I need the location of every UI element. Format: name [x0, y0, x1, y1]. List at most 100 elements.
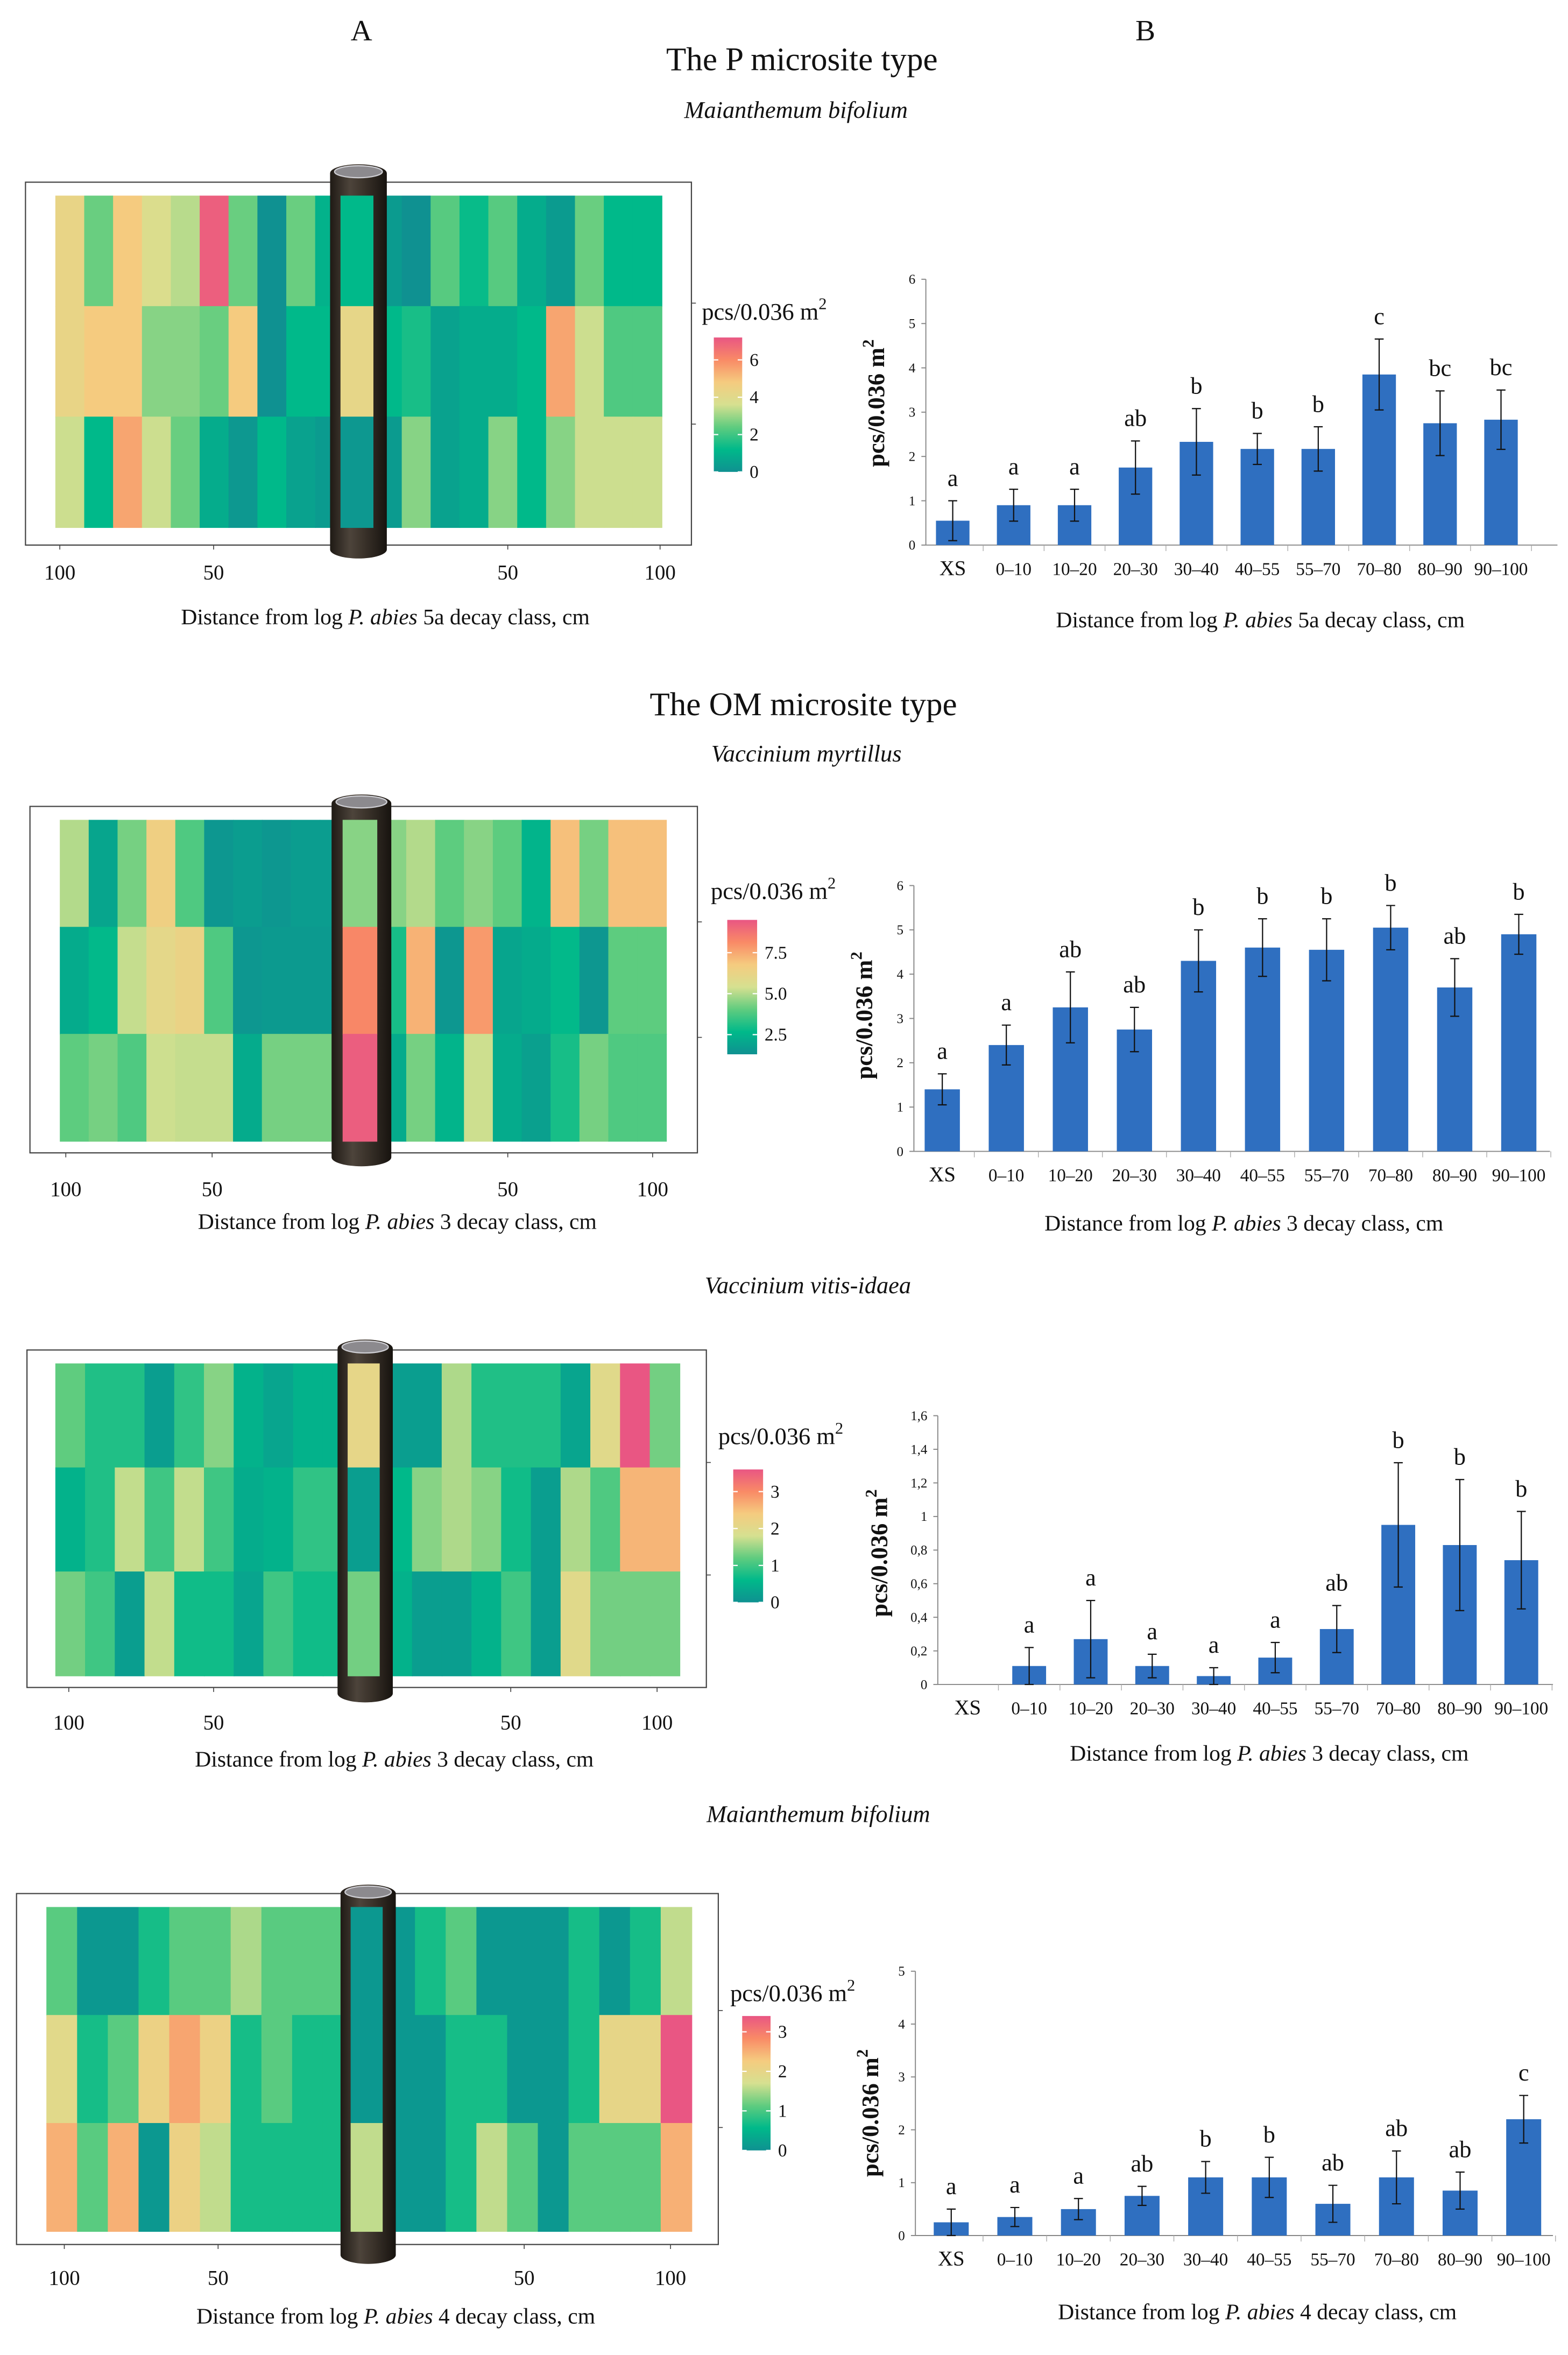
legend-title-sup: 2 — [847, 1976, 855, 1994]
y-axis-label: pcs/0.036 m2 — [859, 340, 889, 467]
heatmap-cell — [234, 1467, 264, 1573]
legend-tick-label: 3 — [771, 1482, 780, 1502]
heatmap-cell — [590, 1571, 621, 1676]
heatmap-cell-log — [348, 1363, 380, 1469]
heatmap-cell — [144, 1467, 175, 1573]
heatmap-cell — [169, 2123, 201, 2232]
x-tick-label: 50 — [497, 561, 518, 584]
legend-tick-label: 2 — [778, 2062, 787, 2082]
significance-letter: b — [1252, 397, 1263, 424]
x-tick-label: 100 — [637, 1178, 668, 1201]
bar — [1373, 927, 1409, 1152]
heatmap-cell — [230, 1907, 263, 2016]
heatmap-cell — [200, 417, 230, 528]
heatmap-cell-log — [342, 820, 378, 928]
y-axis-label-text: pcs/0.036 m — [851, 960, 878, 1080]
xlabel-prefix: Distance from log — [196, 2304, 364, 2329]
xlabel-species: P. abies — [1237, 1741, 1306, 1766]
heatmap-cell — [146, 927, 176, 1035]
heatmap-cell — [262, 820, 292, 928]
x-tick-label: 50 — [514, 2267, 535, 2290]
heatmap-cell — [560, 1571, 591, 1676]
heatmap-cell — [262, 1034, 292, 1142]
heatmap-cell — [476, 1907, 508, 2016]
y-axis-label: pcs/0.036 m2 — [862, 1489, 892, 1617]
heatmap-cell-log — [350, 2015, 383, 2124]
heatmap-cell — [204, 1363, 235, 1469]
heatmap-cell — [115, 1363, 145, 1469]
heatmap-cell — [204, 1467, 235, 1573]
category-label: 30–40 — [1176, 1166, 1221, 1186]
category-label: 40–55 — [1235, 559, 1280, 579]
legend-colorbar — [733, 1469, 764, 1603]
x-axis-label: Distance from log P. abies 3 decay class… — [1070, 1741, 1468, 1766]
heatmap-cell — [620, 1571, 651, 1676]
heatmap-cell — [200, 306, 230, 418]
heatmap-cell — [415, 1907, 447, 2016]
category-label: 0–10 — [988, 1166, 1025, 1186]
x-tick-label: 100 — [50, 1178, 81, 1201]
heatmap-cell — [257, 417, 287, 528]
legend-tick-label: 7.5 — [765, 943, 787, 963]
heatmap-cell — [531, 1571, 562, 1676]
xlabel-suffix: 3 decay class, cm — [1281, 1211, 1444, 1236]
heatmap-cell — [492, 927, 522, 1035]
heatmap-cell — [200, 1907, 232, 2016]
heatmap-cell — [507, 2123, 539, 2232]
category-label: 70–80 — [1357, 559, 1401, 579]
y-axis-label-text: pcs/0.036 m — [865, 1498, 892, 1617]
heatmap-cell — [599, 2015, 631, 2124]
heatmap-cell — [538, 2123, 570, 2232]
xlabel-suffix: 4 decay class, cm — [1295, 2300, 1457, 2324]
heatmap-cell-log — [342, 1034, 378, 1142]
significance-letter: ab — [1322, 2149, 1344, 2176]
category-label: 40–55 — [1253, 1699, 1297, 1719]
category-label: 90–100 — [1492, 1166, 1546, 1186]
x-tick-label: 50 — [202, 1178, 223, 1201]
heatmap-cell — [406, 927, 436, 1035]
significance-letter: ab — [1123, 971, 1146, 998]
heatmap-cell — [286, 306, 316, 418]
significance-letter: a — [1073, 2162, 1084, 2189]
heatmap-cell — [412, 1363, 443, 1469]
legend-title-sup: 2 — [835, 1419, 843, 1437]
category-label: 40–55 — [1247, 2250, 1291, 2270]
heatmap-cell — [85, 1363, 116, 1469]
section-title-om: The OM microsite type — [649, 687, 957, 723]
heatmap-cell — [77, 2015, 109, 2124]
heatmap-cell — [204, 820, 234, 928]
significance-letter: a — [1270, 1606, 1281, 1633]
y-axis-label-sup: 2 — [853, 2049, 871, 2057]
y-tick-label: 1 — [921, 1510, 927, 1524]
heatmap-cell-log — [340, 195, 373, 307]
heatmap-cell — [521, 927, 552, 1035]
heatmap-cell — [546, 306, 576, 418]
heatmap-cell — [608, 1034, 638, 1142]
significance-letter: b — [1263, 2121, 1275, 2148]
significance-letter: b — [1392, 1426, 1404, 1453]
y-tick-label: 1 — [898, 2176, 905, 2190]
y-tick-label: 0 — [921, 1677, 927, 1692]
heatmap-panel-4: 100 50 50 100 Distance from log P. abies 4 d… — [16, 1884, 855, 2329]
heatmap-cell — [55, 1571, 86, 1676]
heatmap-cell — [590, 1467, 621, 1573]
significance-letter: a — [948, 464, 958, 491]
heatmap-cell — [230, 2015, 263, 2124]
species-title-4: Maianthemum bifolium — [706, 1800, 930, 1827]
legend-tick-label: 2.5 — [765, 1025, 787, 1045]
y-tick-label: 3 — [897, 1012, 903, 1026]
log-top-icon — [335, 795, 387, 809]
heatmap-cell — [415, 2123, 447, 2232]
heatmap-cell — [146, 820, 176, 928]
heatmap-cell — [113, 306, 143, 418]
heatmap-cell — [113, 417, 143, 528]
heatmap-cell — [660, 2123, 693, 2232]
significance-letter: a — [1009, 2171, 1020, 2198]
heatmap-cell — [144, 1571, 175, 1676]
y-tick-label: 0 — [909, 538, 915, 553]
category-label: 20–30 — [1113, 559, 1158, 579]
heatmap-cell — [175, 820, 205, 928]
heatmap-cell — [476, 2123, 508, 2232]
heatmap-cell — [507, 1907, 539, 2016]
category-label: 10–20 — [1052, 559, 1097, 579]
